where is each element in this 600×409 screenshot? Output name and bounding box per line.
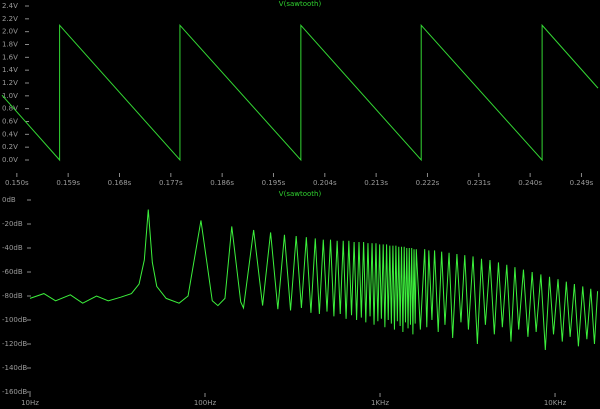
x-tick-label: 0.222s: [416, 179, 440, 187]
y-tick-label: 0.6V: [2, 118, 18, 126]
x-tick-label: 0.213s: [364, 179, 388, 187]
y-tick-label: 0.4V: [2, 130, 18, 138]
y-tick-label: 0dB: [2, 196, 16, 204]
x-tick-label: 0.195s: [262, 179, 286, 187]
y-tick-label: -20dB: [2, 220, 23, 228]
y-tick-label: 1.6V: [2, 53, 18, 61]
x-tick-label: 0.168s: [108, 179, 132, 187]
y-tick-label: 1.4V: [2, 66, 18, 74]
y-tick-label: 0.8V: [2, 105, 18, 113]
y-tick-label: 2.4V: [2, 2, 18, 10]
y-tick-label: -140dB: [2, 364, 27, 372]
x-tick-label: 0.240s: [518, 179, 542, 187]
signal-trace: [29, 209, 599, 351]
y-tick-label: 2.0V: [2, 28, 18, 36]
x-tick-label: 0.159s: [56, 179, 80, 187]
x-tick-label: 0.186s: [210, 179, 234, 187]
x-tick-label: 0.249s: [570, 179, 594, 187]
x-tick-label: 0.177s: [159, 179, 183, 187]
plot-title: V(sawtooth): [279, 190, 322, 198]
y-tick-label: -80dB: [2, 292, 23, 300]
y-tick-label: 1.8V: [2, 41, 18, 49]
y-tick-label: -160dB: [2, 388, 27, 396]
y-tick-label: 1.0V: [2, 92, 18, 100]
x-tick-label: 0.150s: [5, 179, 29, 187]
signal-trace: [1, 23, 599, 162]
x-tick-label: 10KHz: [544, 399, 567, 407]
y-tick-label: -100dB: [2, 316, 27, 324]
y-tick-label: 0.2V: [2, 143, 18, 151]
x-tick-label: 10Hz: [21, 399, 39, 407]
y-tick-label: -120dB: [2, 340, 27, 348]
y-tick-label: 0.0V: [2, 156, 18, 164]
y-tick-label: 2.2V: [2, 15, 18, 23]
y-tick-label: -40dB: [2, 244, 23, 252]
x-tick-label: 100Hz: [194, 399, 217, 407]
plot-title: V(sawtooth): [279, 0, 322, 8]
y-tick-label: -60dB: [2, 268, 23, 276]
x-tick-label: 0.204s: [313, 179, 337, 187]
y-tick-label: 1.2V: [2, 79, 18, 87]
x-tick-label: 0.231s: [467, 179, 491, 187]
x-tick-label: 1KHz: [371, 399, 389, 407]
